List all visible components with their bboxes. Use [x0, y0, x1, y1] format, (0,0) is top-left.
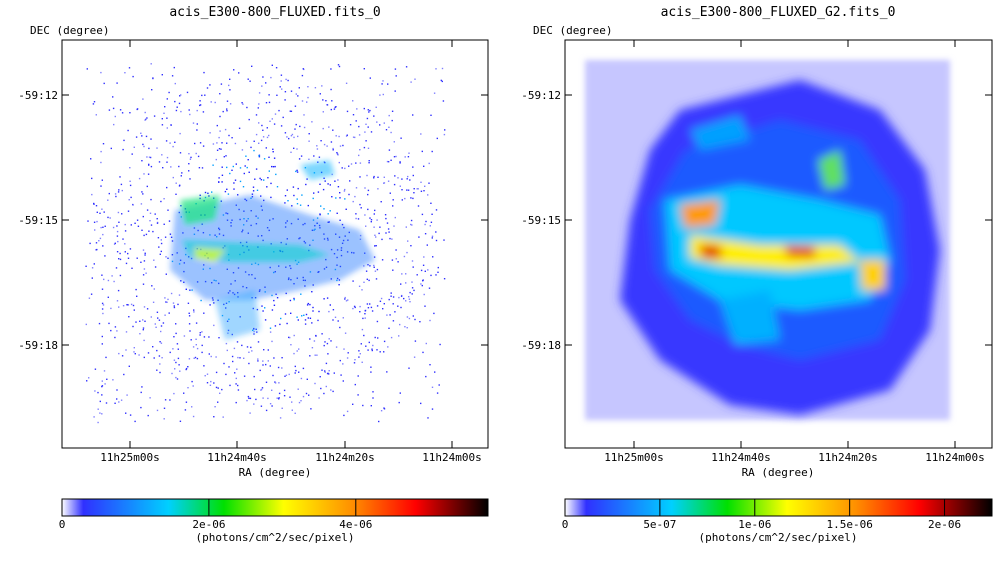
panel-title: acis_E300-800_FLUXED.fits_0: [169, 5, 380, 20]
panel-left: acis_E300-800_FLUXED.fits_0 DEC (degree)…: [18, 5, 489, 544]
panel-right: acis_E300-800_FLUXED_G2.fits_0 DEC (degr…: [521, 5, 993, 544]
image-smoothed: [585, 60, 950, 420]
x-tick-label: 11h24m00s: [422, 451, 482, 464]
colorbar-tick-label: 0: [562, 518, 569, 531]
colorbar-gradient: [564, 498, 993, 517]
x-tick-label: 11h24m20s: [315, 451, 375, 464]
y-axis-label: DEC (degree): [533, 24, 612, 37]
colorbar-tick-label: 1.5e-06: [826, 518, 872, 531]
colorbar-gradient: [61, 498, 489, 517]
x-tick-label: 11h25m00s: [604, 451, 664, 464]
colorbar-tick-label: 0: [59, 518, 66, 531]
x-tick-label: 11h24m40s: [711, 451, 771, 464]
smoothed-emission: [620, 80, 940, 415]
colorbar-tick-label: 4e-06: [339, 518, 372, 531]
colorbar-unit-label: (photons/cm^2/sec/pixel): [196, 531, 355, 544]
x-axis-label: RA (degree): [742, 466, 815, 479]
emission-overlay: [170, 160, 375, 340]
y-tick-label: -59:15: [521, 214, 561, 227]
y-axis-label: DEC (degree): [30, 24, 109, 37]
x-tick-label: 11h25m00s: [100, 451, 160, 464]
x-tick-label: 11h24m40s: [207, 451, 267, 464]
y-tick-label: -59:15: [18, 214, 58, 227]
image-sparse: [85, 63, 446, 424]
x-tick-label: 11h24m00s: [925, 451, 985, 464]
x-axis-label: RA (degree): [239, 466, 312, 479]
colorbar-tick-label: 1e-06: [738, 518, 771, 531]
y-tick-label: -59:12: [521, 89, 561, 102]
colorbar-tick-label: 5e-07: [643, 518, 676, 531]
colorbar-ticks: 0 2e-06 4e-06: [59, 499, 372, 531]
y-tick-label: -59:12: [18, 89, 58, 102]
y-tick-label: -59:18: [18, 339, 58, 352]
colorbar: 0 2e-06 4e-06 (photons/cm^2/sec/pixel): [59, 498, 489, 544]
y-tick-label: -59:18: [521, 339, 561, 352]
colorbar-tick-label: 2e-06: [928, 518, 961, 531]
panel-title: acis_E300-800_FLUXED_G2.fits_0: [661, 5, 896, 20]
colorbar-unit-label: (photons/cm^2/sec/pixel): [699, 531, 858, 544]
colorbar-ticks: 0 5e-07 1e-06 1.5e-06 2e-06: [562, 499, 961, 531]
colorbar-tick-label: 2e-06: [192, 518, 225, 531]
colorbar: 0 5e-07 1e-06 1.5e-06 2e-06 (photons/cm^2/se…: [562, 498, 993, 544]
x-tick-label: 11h24m20s: [818, 451, 878, 464]
